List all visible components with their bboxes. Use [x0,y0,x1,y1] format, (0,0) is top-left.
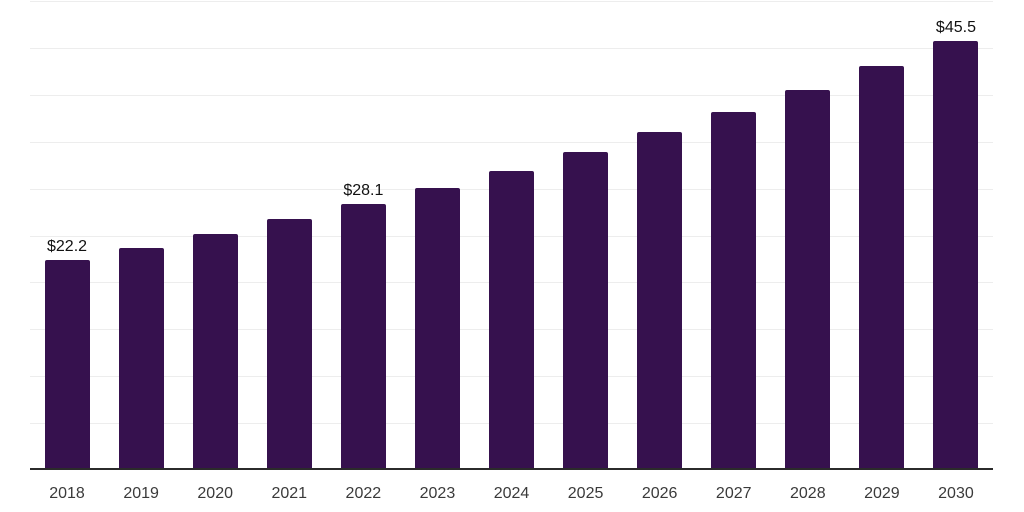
bar-value-label-2022: $28.1 [343,182,384,200]
bar-2030 [933,41,979,468]
x-tick-label-2029: 2029 [864,485,900,502]
gridline [30,0,993,2]
bar-value-label-2030: $45.5 [935,19,976,37]
x-tick-label-2028: 2028 [790,485,826,502]
bar-2026 [637,132,683,468]
x-tick-label-2022: 2022 [345,485,382,502]
plot-area: $22.2 $28.1 $45.5 [30,0,993,470]
bar-value-label-2018: $22.2 [47,237,88,255]
x-tick-label-2019: 2019 [123,485,159,502]
x-tick-label-2030: 2030 [938,485,974,502]
bar-2025 [563,151,609,468]
bar-2029 [859,65,905,468]
bar-2024 [489,170,534,468]
bar-2022 [340,204,386,468]
x-tick-label-2024: 2024 [493,485,530,502]
gridline [30,141,993,143]
x-tick-label-2020: 2020 [197,485,233,502]
bar-2023 [414,187,460,468]
bar-2018 [44,259,90,468]
gridline [30,94,993,96]
x-tick-label-2026: 2026 [641,485,678,502]
bar-2027 [711,111,757,468]
bar-2020 [192,234,238,468]
x-tick-label-2021: 2021 [271,485,308,502]
bar-2021 [266,219,312,468]
x-axis-line [30,468,993,470]
x-tick-label-2018: 2018 [49,485,85,502]
bar-2019 [118,247,164,468]
x-tick-label-2023: 2023 [419,485,456,502]
x-tick-label-2027: 2027 [715,485,752,502]
gridline [30,47,993,49]
x-tick-label-2025: 2025 [567,485,604,502]
bar-2028 [785,90,831,468]
